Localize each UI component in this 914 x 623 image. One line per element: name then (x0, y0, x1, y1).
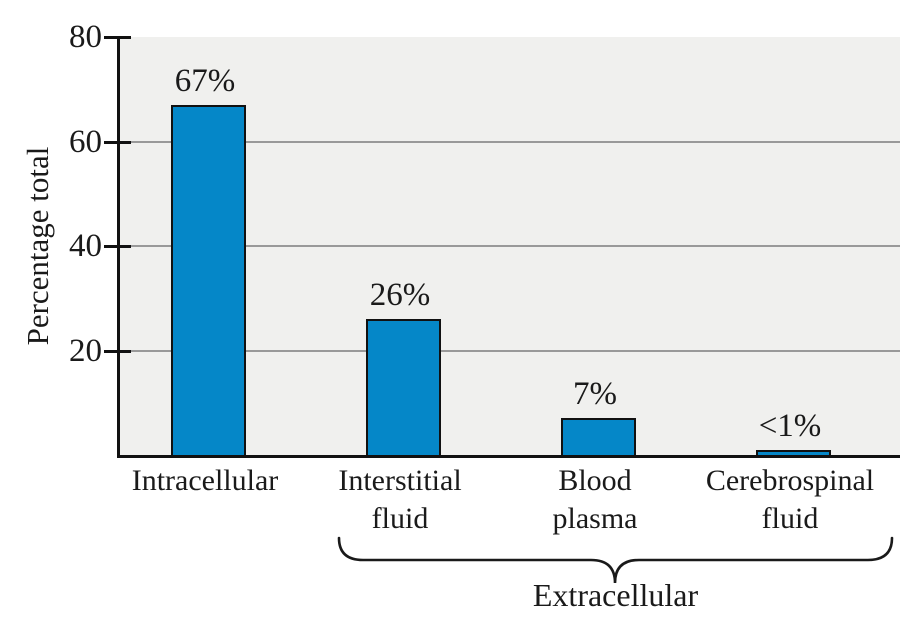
category-label-blood: Blood plasma (552, 464, 638, 535)
bar-intracellular (170, 104, 246, 455)
extracellular-group-label: Extracellular (532, 577, 699, 613)
value-label-cerebrospinal: <1% (758, 408, 822, 444)
bar-cerebrospinal (755, 450, 831, 455)
gridline-20 (120, 349, 900, 352)
y-tick-label-40: 40 (69, 228, 102, 264)
gridline-60 (120, 140, 900, 143)
y-tick-80 (104, 36, 131, 39)
extracellular-brace-icon (337, 536, 894, 584)
y-tick-label-80: 80 (69, 19, 102, 55)
bar-interstitial (365, 319, 441, 455)
y-tick-40 (104, 245, 131, 248)
y-tick-label-60: 60 (69, 123, 102, 160)
value-label-intracellular: 67% (174, 62, 236, 99)
category-label-cerebrospinal: Cerebrospinal fluid (705, 464, 875, 535)
gridline-40 (120, 245, 900, 247)
bar-blood (560, 418, 636, 455)
y-tick-20 (104, 349, 131, 353)
category-label-intracellular: Intracellular (131, 464, 279, 497)
plot-area (117, 37, 900, 458)
y-tick-60 (104, 140, 131, 144)
y-tick-label-20: 20 (69, 332, 102, 369)
value-label-interstitial: 26% (369, 277, 431, 314)
category-label-interstitial: Interstitial fluid (338, 464, 462, 535)
value-label-blood: 7% (573, 376, 617, 413)
